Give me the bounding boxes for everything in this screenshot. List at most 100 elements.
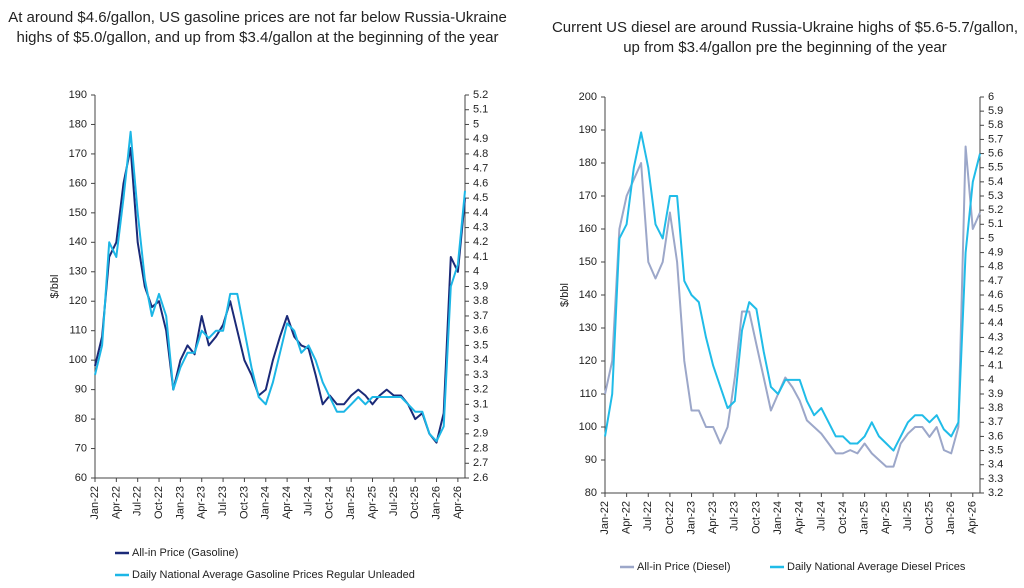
x-tick-label: Jul-23	[217, 486, 229, 516]
x-tick-label: Jan-23	[174, 486, 186, 520]
y2-tick-label: 4.6	[988, 289, 1003, 301]
y-tick-label: 150	[579, 256, 597, 268]
y-tick-label: 200	[579, 91, 597, 103]
y2-tick-label: 3.6	[473, 325, 488, 337]
x-tick-label: Apr-26	[967, 501, 979, 534]
y-axis-label: $/bbl	[559, 283, 571, 307]
x-tick-label: Jul-25	[388, 486, 400, 516]
x-tick-label: Jan-26	[430, 486, 442, 520]
x-tick-label: Jul-22	[132, 486, 144, 516]
y2-tick-label: 4.9	[988, 246, 1003, 258]
y-tick-label: 120	[69, 295, 87, 307]
y2-tick-label: 3.6	[988, 430, 1003, 442]
y2-tick-label: 4.4	[473, 207, 488, 219]
x-tick-label: Oct-25	[923, 501, 935, 534]
y2-tick-label: 5	[473, 118, 479, 130]
y-tick-label: 140	[579, 289, 597, 301]
y2-tick-label: 2.8	[473, 442, 488, 454]
y2-tick-label: 5.2	[988, 204, 1003, 216]
y-tick-label: 110	[579, 388, 597, 400]
chart-title: At around $4.6/gallon, US gasoline price…	[8, 9, 507, 46]
x-tick-label: Jan-24	[260, 486, 272, 520]
x-tick-label: Apr-24	[281, 486, 293, 519]
x-tick-label: Apr-22	[110, 486, 122, 519]
x-tick-label: Oct-23	[750, 501, 762, 534]
y-tick-label: 100	[579, 421, 597, 433]
chart-title: Current US diesel are around Russia-Ukra…	[551, 19, 1019, 56]
x-tick-label: Jan-25	[859, 501, 871, 535]
x-tick-label: Oct-25	[409, 486, 421, 519]
y-tick-label: 60	[75, 472, 87, 484]
y-tick-label: 100	[69, 354, 87, 366]
y2-tick-label: 5.6	[988, 147, 1003, 159]
y2-tick-label: 4	[473, 266, 479, 278]
y2-tick-label: 5.1	[988, 218, 1003, 230]
y-tick-label: 160	[579, 223, 597, 235]
y2-tick-label: 3.4	[988, 459, 1003, 471]
y2-tick-label: 4.9	[473, 133, 488, 145]
series-line	[604, 131, 981, 452]
x-tick-label: Jul-24	[815, 501, 827, 531]
x-tick-label: Jan-22	[599, 501, 611, 535]
y-tick-label: 160	[69, 177, 87, 189]
y2-tick-label: 4.2	[473, 236, 488, 248]
y2-tick-label: 3.7	[988, 416, 1003, 428]
x-tick-label: Jan-22	[89, 486, 101, 520]
y-tick-label: 180	[579, 157, 597, 169]
x-tick-label: Apr-22	[621, 501, 633, 534]
y2-tick-label: 3.5	[473, 339, 488, 351]
y2-tick-label: 3.3	[473, 369, 488, 381]
y2-tick-label: 5.3	[988, 190, 1003, 202]
y2-tick-label: 4.5	[988, 303, 1003, 315]
legend-label: Daily National Average Gasoline Prices R…	[132, 569, 415, 581]
x-tick-label: Apr-25	[880, 501, 892, 534]
series-line	[604, 145, 981, 468]
x-tick-label: Oct-24	[324, 486, 336, 519]
y-tick-label: 80	[75, 413, 87, 425]
legend-label: Daily National Average Diesel Prices	[787, 561, 966, 573]
y2-tick-label: 3.8	[988, 402, 1003, 414]
x-tick-label: Apr-25	[366, 486, 378, 519]
x-tick-label: Jul-22	[642, 501, 654, 531]
x-tick-label: Oct-24	[837, 501, 849, 534]
y2-tick-label: 4.8	[988, 261, 1003, 273]
y2-tick-label: 5	[988, 232, 994, 244]
y-tick-label: 170	[69, 148, 87, 160]
x-tick-label: Jul-24	[302, 486, 314, 516]
y-tick-label: 130	[69, 266, 87, 278]
x-tick-label: Jan-23	[685, 501, 697, 535]
y2-tick-label: 5.9	[988, 105, 1003, 117]
x-tick-label: Jan-24	[772, 501, 784, 535]
y2-tick-label: 3.5	[988, 444, 1003, 456]
x-tick-label: Oct-23	[238, 486, 250, 519]
y2-tick-label: 5.1	[473, 104, 488, 116]
series-line	[94, 130, 466, 443]
y-tick-label: 140	[69, 236, 87, 248]
y2-tick-label: 3.2	[473, 384, 488, 396]
x-tick-label: Apr-24	[794, 501, 806, 534]
y2-tick-label: 4.5	[473, 192, 488, 204]
y2-tick-label: 3.9	[473, 280, 488, 292]
y2-tick-label: 3.4	[473, 354, 488, 366]
y-tick-label: 170	[579, 190, 597, 202]
y2-tick-label: 4	[988, 374, 994, 386]
y-tick-label: 190	[579, 124, 597, 136]
series-line	[94, 147, 466, 444]
y-tick-label: 90	[75, 384, 87, 396]
x-tick-label: Oct-22	[664, 501, 676, 534]
y2-tick-label: 3.2	[988, 487, 1003, 499]
x-tick-label: Jul-25	[902, 501, 914, 531]
y2-tick-label: 4.3	[988, 331, 1003, 343]
y2-tick-label: 3.8	[473, 295, 488, 307]
y-tick-label: 190	[69, 89, 87, 101]
y2-tick-label: 3	[473, 413, 479, 425]
y2-tick-label: 4.4	[988, 317, 1003, 329]
y2-tick-label: 2.9	[473, 428, 488, 440]
x-tick-label: Apr-23	[196, 486, 208, 519]
y-tick-label: 130	[579, 322, 597, 334]
y-tick-label: 70	[75, 442, 87, 454]
legend-label: All-in Price (Diesel)	[637, 561, 731, 573]
y2-tick-label: 5.5	[988, 162, 1003, 174]
y2-tick-label: 4.7	[473, 163, 488, 175]
